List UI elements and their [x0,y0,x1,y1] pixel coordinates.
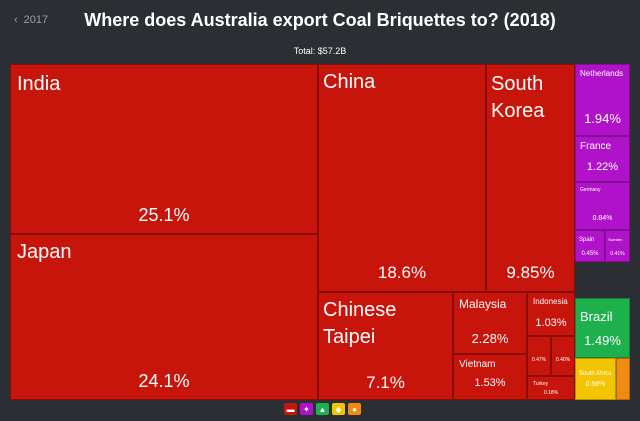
cell-name: Spain [579,237,595,243]
cell-share: 24.1% [138,371,190,391]
cell-name: Malaysia [459,297,507,311]
treemap-cell[interactable]: Spain 0.45% [575,230,605,262]
treemap-cell[interactable]: Brazil 1.49% [575,298,630,358]
treemap-cell[interactable]: India 25.1% [10,64,318,234]
cell-name: China [323,71,376,93]
treemap-cell[interactable]: Netherlands 1.94% [575,64,630,136]
treemap-cell[interactable]: Japan 24.1% [10,234,318,400]
cell-share: 0.84% [592,215,613,222]
cell-share: 0.45% [581,251,599,257]
cell-share: 1.53% [474,377,506,389]
chevron-left-icon: ‹ [14,14,18,26]
cell-name: South Korea [491,73,545,122]
cell-share: 0.18% [543,390,559,396]
treemap-cell[interactable]: 0.47% [527,336,551,376]
chart-total: Total: $57.2B [293,46,347,56]
cell-share: 7.1% [366,373,405,392]
treemap-cell[interactable]: Germany 0.84% [575,182,630,230]
cell-name: France [580,141,612,152]
cell-name: Germany [580,187,601,193]
cell-share: 1.03% [535,317,567,329]
treemap-cell[interactable]: Vietnam 1.53% [453,354,527,400]
treemap-cell[interactable]: Sweden 0.41% [605,230,630,262]
cell-share: 0.56% [585,381,606,388]
treemap-cell[interactable]: China 18.6% [318,64,486,292]
asia-legend-icon[interactable]: ▬ [284,403,297,415]
cell-share: 0.47% [531,357,547,363]
treemap-cell[interactable]: 0.40% [551,336,575,376]
cell-share: 1.49% [584,333,621,348]
cell-name: Brazil [580,309,613,324]
cell-share: 0.40% [555,357,571,363]
cell-name: South Africa [579,371,612,377]
cell-share: 1.22% [586,161,619,173]
treemap-cell[interactable]: South Africa 0.56% [575,358,616,400]
cell-share: 1.94% [584,111,621,126]
treemap-cell[interactable]: Chinese Taipei 7.1% [318,292,453,400]
previous-year-link[interactable]: ‹ 2017 [14,14,48,26]
treemap-cell[interactable]: France 1.22% [575,136,630,182]
region-legend: ▬ ✦ ▲ ◆ ● [284,403,361,415]
treemap-cell[interactable]: Indonesia 1.03% [527,292,575,336]
chart-title: Where does Australia export Coal Briquet… [84,10,556,30]
treemap-cell[interactable]: Malaysia 2.28% [453,292,527,354]
cell-name: India [17,73,61,95]
europe-legend-icon[interactable]: ✦ [300,403,313,415]
cell-name: Chinese Taipei [323,299,397,348]
previous-year-label: 2017 [23,14,49,26]
cell-name: Japan [17,241,72,263]
treemap-cell[interactable] [616,358,630,400]
cell-share: 25.1% [138,205,190,225]
cell-share: 0.41% [610,251,625,257]
cell-share: 9.85% [506,263,555,282]
cell-name: Turkey [533,381,549,387]
cell-name: Vietnam [459,359,496,370]
africa-legend-icon[interactable]: ▲ [316,403,329,415]
cell-name: Indonesia [533,297,568,306]
treemap-cell[interactable]: South Korea 9.85% [486,64,575,292]
cell-share: 2.28% [471,331,509,346]
cell-share: 18.6% [377,263,427,282]
oceania-legend-icon[interactable]: ● [348,403,361,415]
treemap: India 25.1% Japan 24.1% China 18.6% South Kore… [10,64,630,400]
north-america-legend-icon[interactable]: ◆ [332,403,345,415]
cell-name: Sweden [608,237,623,242]
cell-name: Netherlands [580,69,624,78]
treemap-cell[interactable]: Turkey 0.18% [527,376,575,400]
